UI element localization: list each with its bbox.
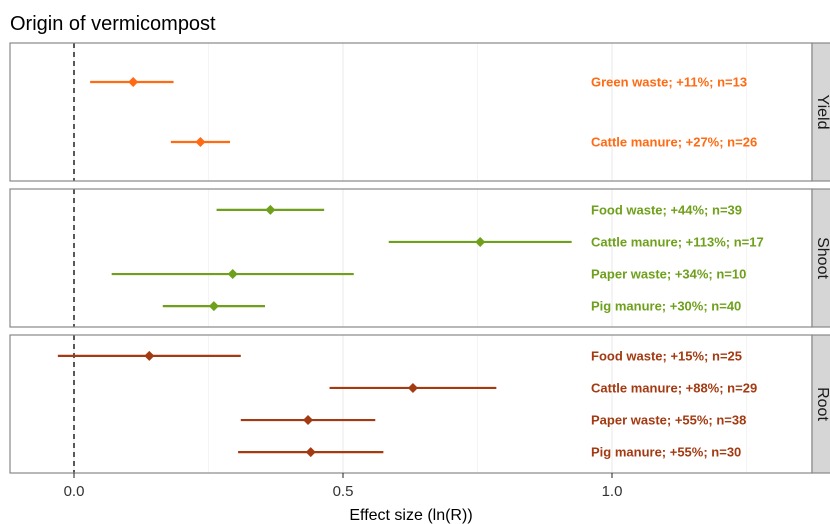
row-label: Cattle manure; +27%; n=26 bbox=[591, 135, 757, 150]
estimate-row: Green waste; +11%; n=13 bbox=[90, 75, 747, 90]
point-estimate-marker bbox=[227, 269, 238, 280]
point-estimate-marker bbox=[303, 415, 314, 426]
panel-background bbox=[10, 43, 812, 181]
row-label: Food waste; +15%; n=25 bbox=[591, 348, 742, 363]
estimate-row: Food waste; +44%; n=39 bbox=[216, 202, 742, 217]
row-label: Pig manure; +30%; n=40 bbox=[591, 299, 741, 314]
point-estimate-marker bbox=[265, 204, 276, 215]
x-axis: 0.0 0.5 1.0 bbox=[64, 473, 623, 500]
facet-strip bbox=[811, 42, 830, 182]
row-label: Paper waste; +55%; n=38 bbox=[591, 413, 746, 428]
facet-strip-label: Root bbox=[814, 387, 830, 421]
facet-strip-label: Yield bbox=[814, 95, 830, 130]
facet-strip bbox=[811, 334, 830, 474]
chart-title: Origin of vermicompost bbox=[10, 13, 216, 35]
point-estimate-marker bbox=[475, 236, 486, 247]
estimate-row: Paper waste; +34%; n=10 bbox=[111, 267, 746, 282]
point-estimate-marker bbox=[144, 350, 155, 361]
panels: Green waste; +11%; n=13 Cattle manure; +2… bbox=[9, 42, 830, 474]
estimate-row: Pig manure; +55%; n=30 bbox=[238, 445, 741, 460]
point-estimate-marker bbox=[208, 301, 219, 312]
row-label: Cattle manure; +88%; n=29 bbox=[591, 380, 757, 395]
estimate-row: Food waste; +15%; n=25 bbox=[57, 348, 742, 363]
estimate-row: Cattle manure; +88%; n=29 bbox=[329, 380, 757, 395]
facet-strip bbox=[811, 188, 830, 328]
panel-background bbox=[10, 335, 812, 473]
facet-strip-label: Shoot bbox=[814, 237, 830, 279]
x-axis-title: Effect size (ln(R)) bbox=[349, 507, 472, 524]
row-label: Food waste; +44%; n=39 bbox=[591, 202, 742, 217]
estimate-row: Cattle manure; +27%; n=26 bbox=[170, 135, 757, 150]
row-label: Paper waste; +34%; n=10 bbox=[591, 267, 746, 282]
estimate-row: Pig manure; +30%; n=40 bbox=[162, 299, 741, 314]
row-label: Pig manure; +55%; n=30 bbox=[591, 445, 741, 460]
panel-shoot: Food waste; +44%; n=39 Cattle manure; +11… bbox=[9, 188, 830, 328]
x-tick-label: 0.0 bbox=[64, 483, 85, 500]
panel-background bbox=[10, 189, 812, 327]
row-label: Green waste; +11%; n=13 bbox=[591, 75, 747, 90]
point-estimate-marker bbox=[305, 447, 316, 458]
panel-yield: Green waste; +11%; n=13 Cattle manure; +2… bbox=[9, 42, 830, 182]
estimate-row: Cattle manure; +113%; n=17 bbox=[388, 234, 764, 249]
row-label: Cattle manure; +113%; n=17 bbox=[591, 234, 764, 249]
x-tick-label: 0.5 bbox=[333, 483, 354, 500]
point-estimate-marker bbox=[128, 77, 139, 87]
estimate-row: Paper waste; +55%; n=38 bbox=[240, 413, 746, 428]
point-estimate-marker bbox=[407, 382, 418, 393]
point-estimate-marker bbox=[195, 137, 206, 147]
panel-root: Food waste; +15%; n=25 Cattle manure; +88… bbox=[9, 334, 830, 474]
x-tick-label: 1.0 bbox=[602, 483, 623, 500]
